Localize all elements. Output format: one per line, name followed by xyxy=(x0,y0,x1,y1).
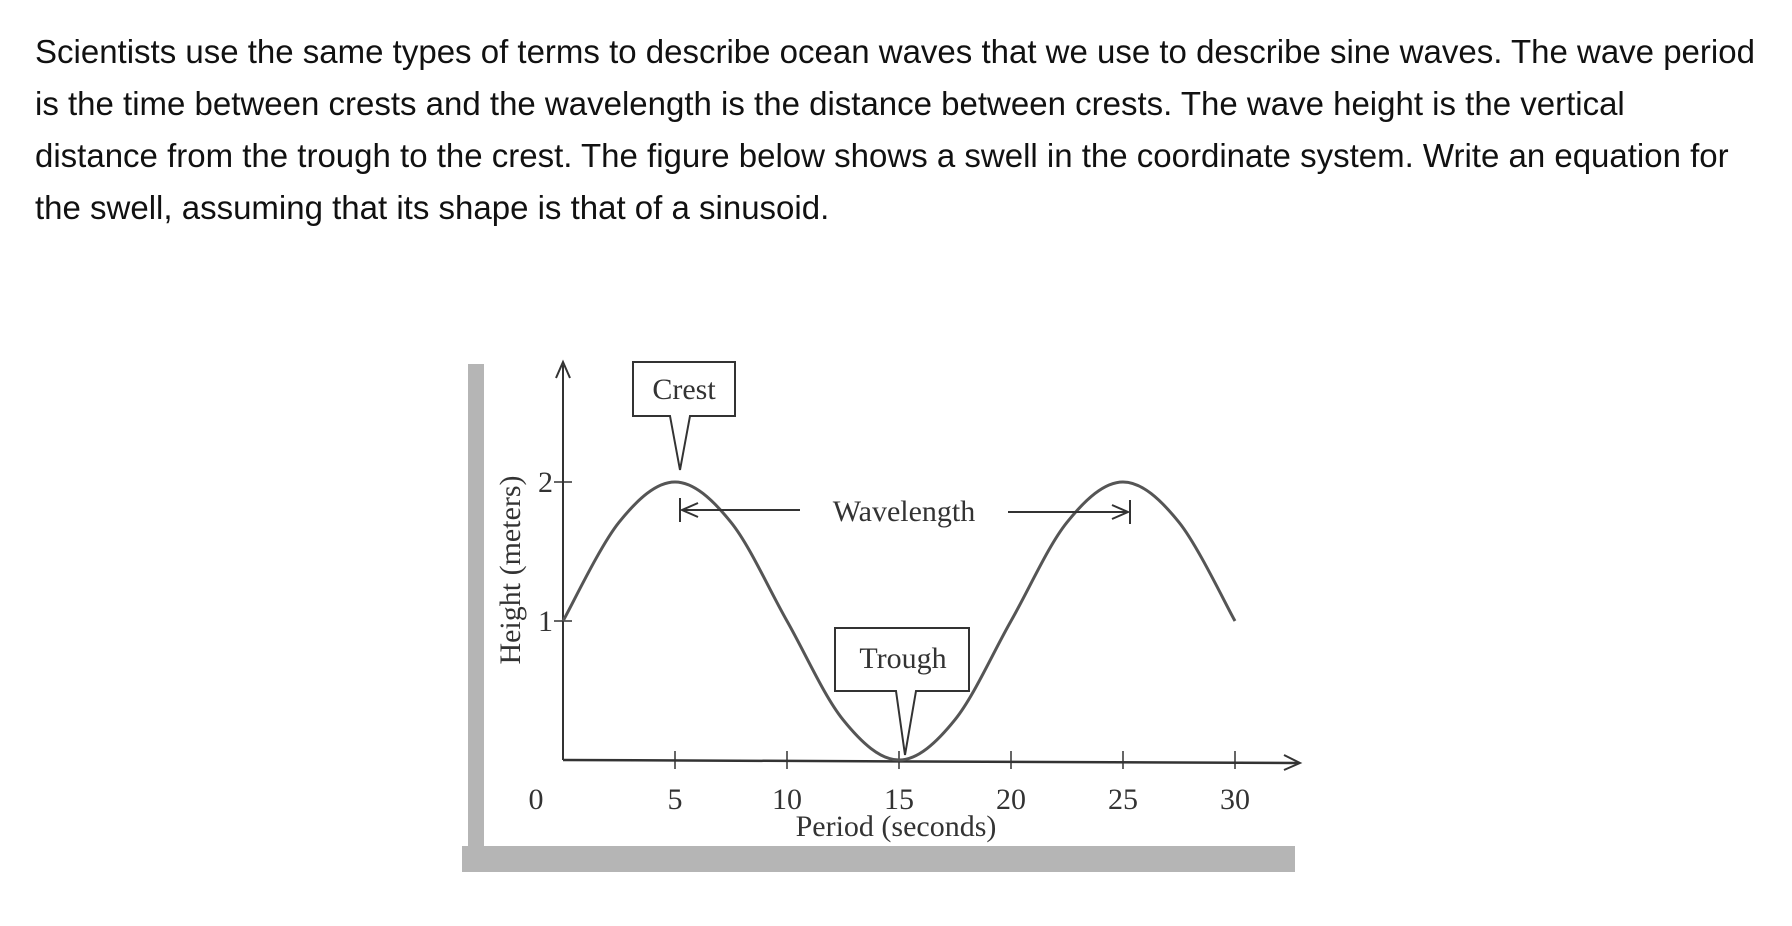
y-axis-label: Height (meters) xyxy=(494,475,527,664)
x-axis xyxy=(562,758,1299,765)
axes xyxy=(554,359,1303,771)
x-tick-label: 10 xyxy=(772,783,802,816)
x-tick-label: 0 xyxy=(529,783,544,816)
x-axis-arrow xyxy=(1283,754,1303,771)
trough-callout: Trough xyxy=(834,627,970,756)
wavelength-label: Wavelength xyxy=(833,495,976,528)
x-tick-label: 5 xyxy=(668,783,683,816)
problem-text: Scientists use the same types of terms t… xyxy=(35,33,1755,226)
y-tick-label: 2 xyxy=(538,466,553,499)
x-tick-label: 15 xyxy=(884,783,914,816)
x-tick-label: 25 xyxy=(1108,783,1138,816)
swell-curve xyxy=(561,480,1237,762)
scan-border-left xyxy=(468,364,484,872)
x-tick-label: 20 xyxy=(996,783,1026,816)
svg-text:Crest: Crest xyxy=(652,373,716,406)
y-axis-arrow xyxy=(555,359,571,379)
y-tick-label: 1 xyxy=(538,605,553,638)
crest-callout: Crest xyxy=(632,361,736,471)
wavelength-arrow xyxy=(679,498,1131,524)
svg-text:Trough: Trough xyxy=(859,642,946,675)
x-tick-label: 30 xyxy=(1220,783,1250,816)
scan-border-bottom xyxy=(462,846,1295,872)
x-axis-label: Period (seconds) xyxy=(796,810,997,843)
